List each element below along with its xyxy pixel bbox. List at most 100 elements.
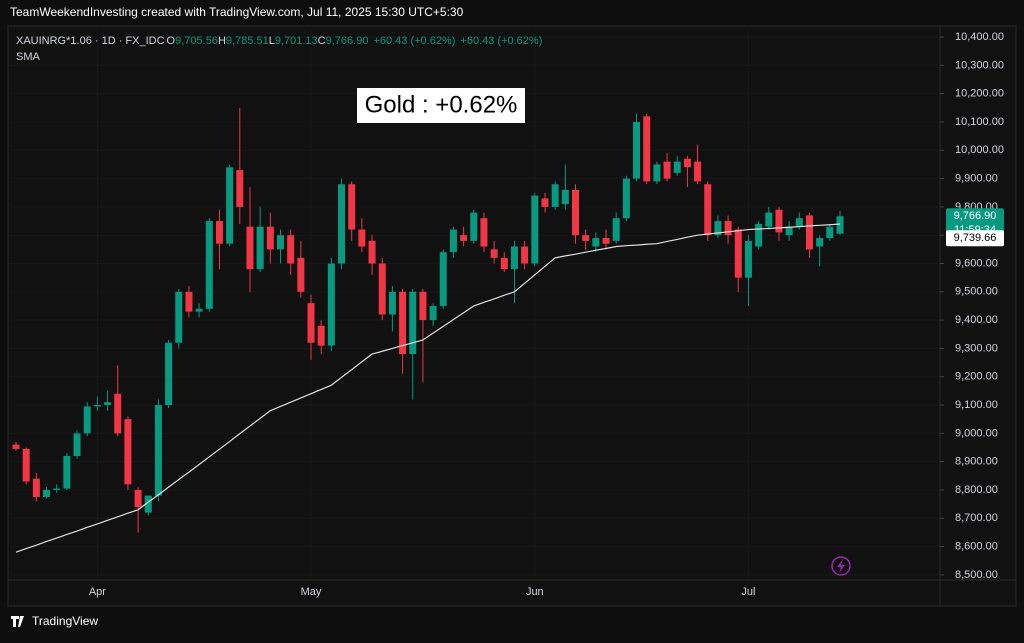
candle-body — [816, 238, 824, 247]
candle-body — [114, 393, 122, 434]
tradingview-logo: TradingView — [11, 614, 98, 628]
candle-body — [144, 495, 152, 513]
candle-body — [73, 433, 81, 456]
candle-body — [22, 448, 30, 482]
legend: XAUINRG*1.06 · 1D · FX_IDC O9,705.56H9,78… — [16, 35, 542, 63]
y-tick-label: 10,000.00 — [955, 144, 1004, 156]
candle-body — [704, 184, 712, 236]
candle-body — [744, 240, 752, 278]
candle-body — [643, 116, 651, 182]
legend-change: +60.43 (+0.62%) — [373, 35, 455, 47]
y-tick-label: 9,400.00 — [955, 314, 998, 326]
sma-tag: 9,739.66 — [954, 232, 997, 244]
y-tick-label: 8,700.00 — [955, 512, 998, 524]
candle-body — [561, 189, 569, 205]
candle-body — [836, 216, 844, 234]
candle-body — [104, 402, 112, 406]
candle-body — [622, 178, 630, 219]
candle-body — [165, 342, 173, 406]
legend-symbol: XAUINRG*1.06 · 1D · FX_IDC — [16, 35, 165, 47]
candle-body — [805, 215, 813, 250]
legend-key: O — [167, 35, 176, 47]
candle-body — [93, 405, 101, 407]
y-tick-label: 9,600.00 — [955, 257, 998, 269]
legend-line: XAUINRG*1.06 · 1D · FX_IDC O9,705.56H9,78… — [16, 35, 542, 47]
candle-body — [419, 291, 427, 321]
candle-body — [521, 246, 529, 264]
candle-body — [307, 303, 315, 343]
candle-body — [327, 263, 335, 346]
candle-body — [694, 161, 702, 182]
candle-body — [154, 405, 162, 496]
candle-body — [439, 252, 447, 306]
candle-body — [287, 235, 295, 264]
annotation-box — [357, 88, 525, 123]
plot — [12, 107, 844, 553]
candle-body — [480, 218, 488, 247]
candle-body — [490, 249, 498, 258]
candle-body — [572, 189, 580, 236]
sma-tag-box — [946, 230, 1004, 247]
candle-body — [388, 291, 396, 315]
candle-body — [500, 257, 508, 270]
candle-body — [449, 229, 457, 253]
candle-body — [276, 235, 284, 250]
candle-body — [317, 325, 325, 346]
y-tick-label: 10,300.00 — [955, 59, 1004, 71]
candle-body — [32, 478, 40, 498]
candle-body — [399, 291, 407, 355]
candle-body — [734, 229, 742, 278]
alert-icon[interactable] — [831, 556, 851, 576]
y-tick-label: 9,200.00 — [955, 371, 998, 383]
candle-body — [134, 489, 142, 507]
x-tick-label: May — [301, 586, 322, 598]
candle-body — [429, 305, 437, 321]
candle-body — [510, 246, 518, 270]
candle-body — [348, 184, 356, 230]
candle-body — [175, 291, 183, 343]
candle-body — [551, 184, 559, 207]
y-tick-label: 9,000.00 — [955, 427, 998, 439]
candle-body — [236, 170, 244, 207]
candle-body — [470, 212, 478, 241]
candle-body — [358, 229, 366, 247]
candle-body — [266, 226, 274, 250]
alert-bolt — [837, 559, 845, 573]
sma-line — [15, 223, 841, 553]
legend-change: +60.43 (+0.62%) — [460, 35, 542, 47]
candle-body — [714, 221, 722, 236]
candle-body — [592, 238, 600, 247]
y-tick-label: 8,600.00 — [955, 540, 998, 552]
legend-indicator: SMA — [16, 51, 41, 63]
candle-body — [256, 226, 264, 270]
y-tick-label: 8,800.00 — [955, 484, 998, 496]
candle-body — [205, 221, 213, 309]
candle-body — [826, 226, 834, 239]
legend-value: 9,701.13 — [275, 35, 318, 47]
y-tick-label: 8,900.00 — [955, 456, 998, 468]
candle-body — [12, 444, 20, 449]
candle-body — [43, 489, 51, 498]
candle-body — [755, 223, 763, 247]
candle-body — [633, 121, 641, 179]
logo-mark — [11, 616, 24, 627]
candle-body — [297, 257, 305, 292]
candle-body — [368, 240, 376, 264]
candle-body — [602, 238, 610, 244]
candle-body — [663, 161, 671, 179]
annotation: Gold : +0.62% — [365, 91, 518, 118]
legend-key: C — [318, 35, 326, 47]
candle-body — [531, 195, 539, 264]
candle-body — [541, 198, 549, 207]
grid: 8,500.00 8,600.00 8,700.00 8,800.00 8,900.00… — [10, 28, 1004, 598]
candle-body — [724, 221, 732, 236]
y-tick-label: 8,500.00 — [955, 569, 998, 581]
x-tick-label: Apr — [89, 586, 106, 598]
candle-body — [785, 226, 793, 236]
candle-body — [338, 184, 346, 264]
candle-body — [83, 406, 91, 434]
candle-body — [215, 221, 223, 244]
legend-value: 9,766.90 — [326, 35, 369, 47]
x-tick-label: Jul — [741, 586, 755, 598]
